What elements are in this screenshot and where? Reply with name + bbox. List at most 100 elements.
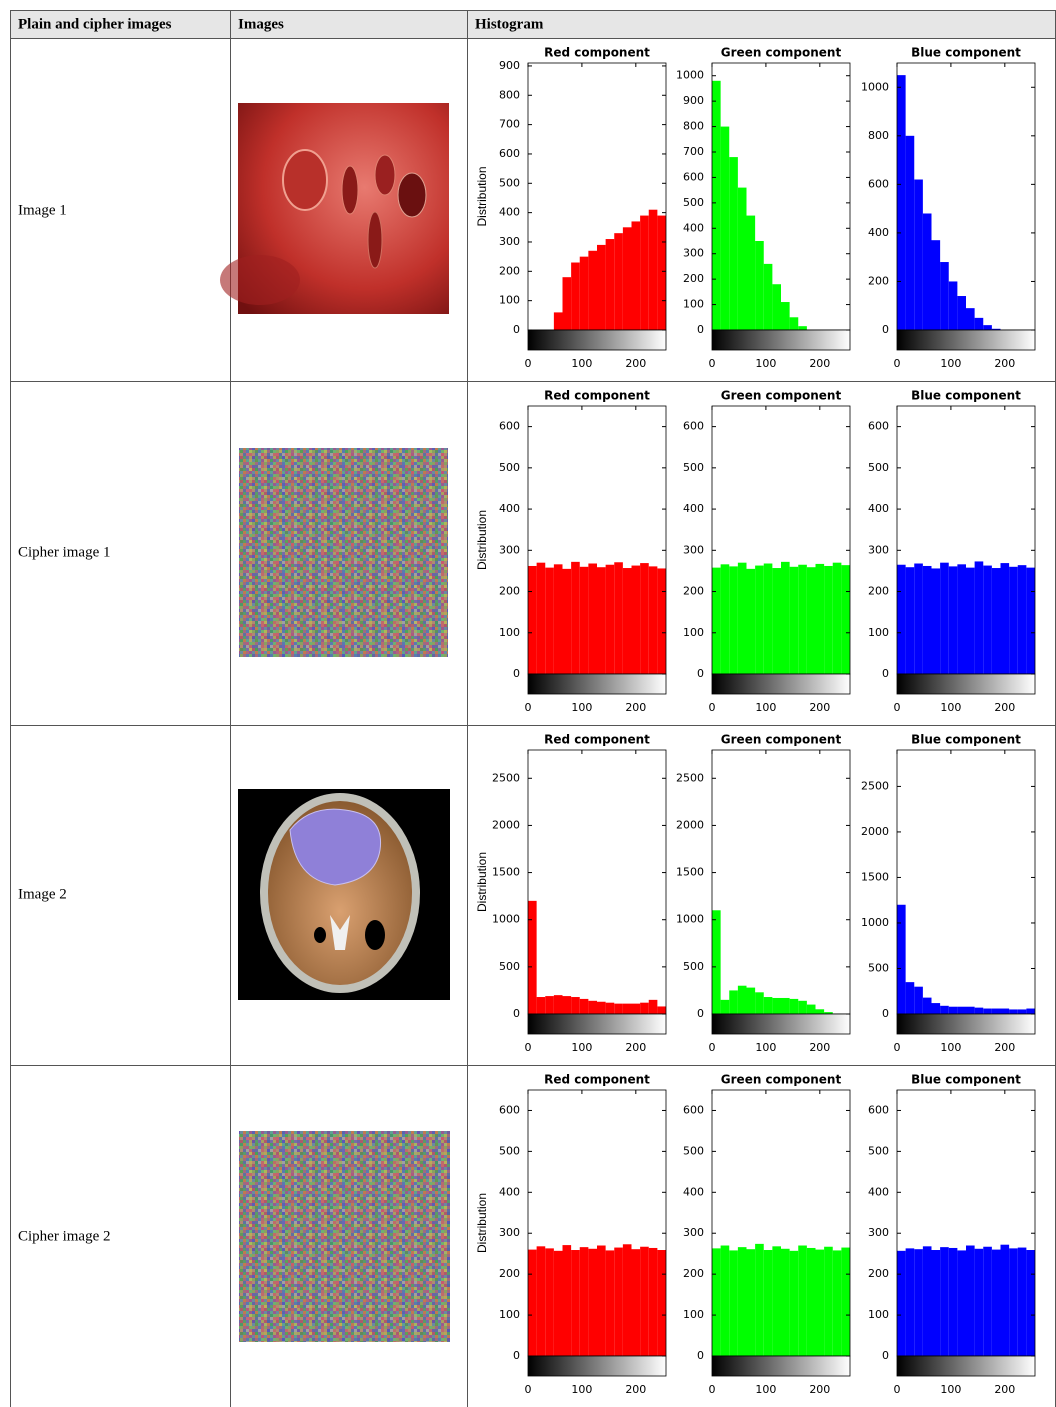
- bar: [588, 563, 597, 674]
- bar: [781, 561, 790, 674]
- chart-title: Green component: [721, 46, 842, 60]
- bar: [648, 999, 658, 1014]
- y-tick-label: 100: [683, 1308, 704, 1321]
- bar: [579, 998, 589, 1014]
- bar: [622, 227, 632, 330]
- image-blood-cells: [220, 103, 449, 314]
- x-tick-label: 0: [525, 1041, 532, 1054]
- bar: [974, 1248, 984, 1356]
- bar: [966, 1245, 975, 1356]
- y-tick-label: 100: [683, 298, 704, 311]
- bar: [974, 317, 984, 330]
- y-tick-label: 400: [683, 502, 704, 515]
- bar: [720, 1245, 730, 1356]
- row-label: Image 2: [18, 886, 67, 902]
- bar: [536, 562, 546, 674]
- bar: [1017, 565, 1027, 674]
- x-tick-label: 200: [809, 701, 830, 714]
- bar: [528, 565, 537, 674]
- x-tick-label: 0: [894, 357, 901, 370]
- x-tick-label: 0: [709, 701, 716, 714]
- y-tick-label: 500: [868, 1144, 889, 1157]
- y-tick-label: 500: [499, 176, 520, 189]
- chart-title: Red component: [544, 389, 650, 403]
- row-label: Cipher image 1: [18, 544, 110, 560]
- y-tick-label: 500: [868, 961, 889, 974]
- bar: [588, 1248, 597, 1356]
- y-tick-label: 500: [683, 461, 704, 474]
- bar: [940, 1247, 949, 1356]
- bar: [824, 565, 833, 674]
- bar: [605, 564, 615, 674]
- bar: [597, 244, 606, 330]
- y-tick-label: 500: [499, 960, 520, 973]
- y-tick-label: 0: [882, 667, 889, 680]
- bar: [562, 277, 572, 330]
- bar: [824, 1246, 833, 1356]
- bar: [1026, 567, 1035, 674]
- y-tick-label: 200: [868, 274, 889, 287]
- y-tick-label: 100: [868, 1308, 889, 1321]
- bar: [712, 1248, 721, 1356]
- y-axis-label: Distribution: [475, 1193, 489, 1253]
- y-tick-label: 600: [868, 1103, 889, 1116]
- y-tick-label: 900: [683, 94, 704, 107]
- bar: [763, 997, 773, 1014]
- y-tick-label: 400: [868, 1185, 889, 1198]
- y-tick-label: 1500: [492, 866, 520, 879]
- y-tick-label: 600: [499, 420, 520, 433]
- y-tick-label: 400: [499, 206, 520, 219]
- y-tick-label: 300: [683, 543, 704, 556]
- bar: [914, 563, 923, 674]
- y-tick-label: 800: [868, 129, 889, 142]
- bar: [553, 564, 563, 674]
- y-tick-label: 1000: [861, 80, 889, 93]
- y-tick-label: 500: [499, 1144, 520, 1157]
- bar: [597, 567, 606, 674]
- x-tick-label: 0: [894, 1041, 901, 1054]
- x-tick-label: 100: [571, 357, 592, 370]
- y-tick-label: 800: [683, 120, 704, 133]
- bar: [562, 1245, 572, 1356]
- row-label: Image 1: [18, 202, 67, 218]
- bar: [720, 126, 730, 330]
- bar: [922, 1246, 932, 1356]
- bar: [798, 564, 807, 674]
- bar: [579, 566, 589, 674]
- x-tick-label: 0: [709, 1041, 716, 1054]
- bar: [931, 1003, 941, 1014]
- bar: [614, 562, 623, 674]
- bar: [772, 1246, 781, 1356]
- bar: [983, 1246, 992, 1356]
- bar: [763, 1250, 773, 1356]
- x-tick-label: 0: [525, 701, 532, 714]
- chart-title: Red component: [544, 733, 650, 747]
- chart-title: Blue component: [911, 389, 1021, 403]
- bar: [815, 1009, 825, 1014]
- bar: [974, 561, 984, 674]
- bar: [536, 1246, 546, 1356]
- y-tick-label: 2000: [492, 818, 520, 831]
- bar: [720, 999, 730, 1014]
- y-tick-label: 2500: [861, 779, 889, 792]
- bar: [648, 1247, 658, 1356]
- y-tick-label: 600: [683, 1103, 704, 1116]
- y-tick-label: 200: [499, 585, 520, 598]
- bar: [579, 1247, 589, 1356]
- bar: [1026, 1008, 1035, 1014]
- x-tick-label: 0: [894, 1383, 901, 1396]
- bar: [841, 565, 850, 674]
- colorbar: [711, 673, 851, 695]
- bar: [553, 995, 563, 1014]
- bar: [966, 1006, 975, 1014]
- bar: [957, 1250, 966, 1356]
- x-tick-label: 200: [994, 1383, 1015, 1396]
- bar: [789, 1250, 799, 1356]
- y-tick-label: 0: [697, 1349, 704, 1362]
- y-tick-label: 400: [683, 221, 704, 234]
- bar: [966, 567, 975, 674]
- y-tick-label: 100: [868, 626, 889, 639]
- bar: [720, 564, 730, 674]
- image-brain-mri: [238, 789, 450, 1000]
- y-tick-label: 0: [697, 323, 704, 336]
